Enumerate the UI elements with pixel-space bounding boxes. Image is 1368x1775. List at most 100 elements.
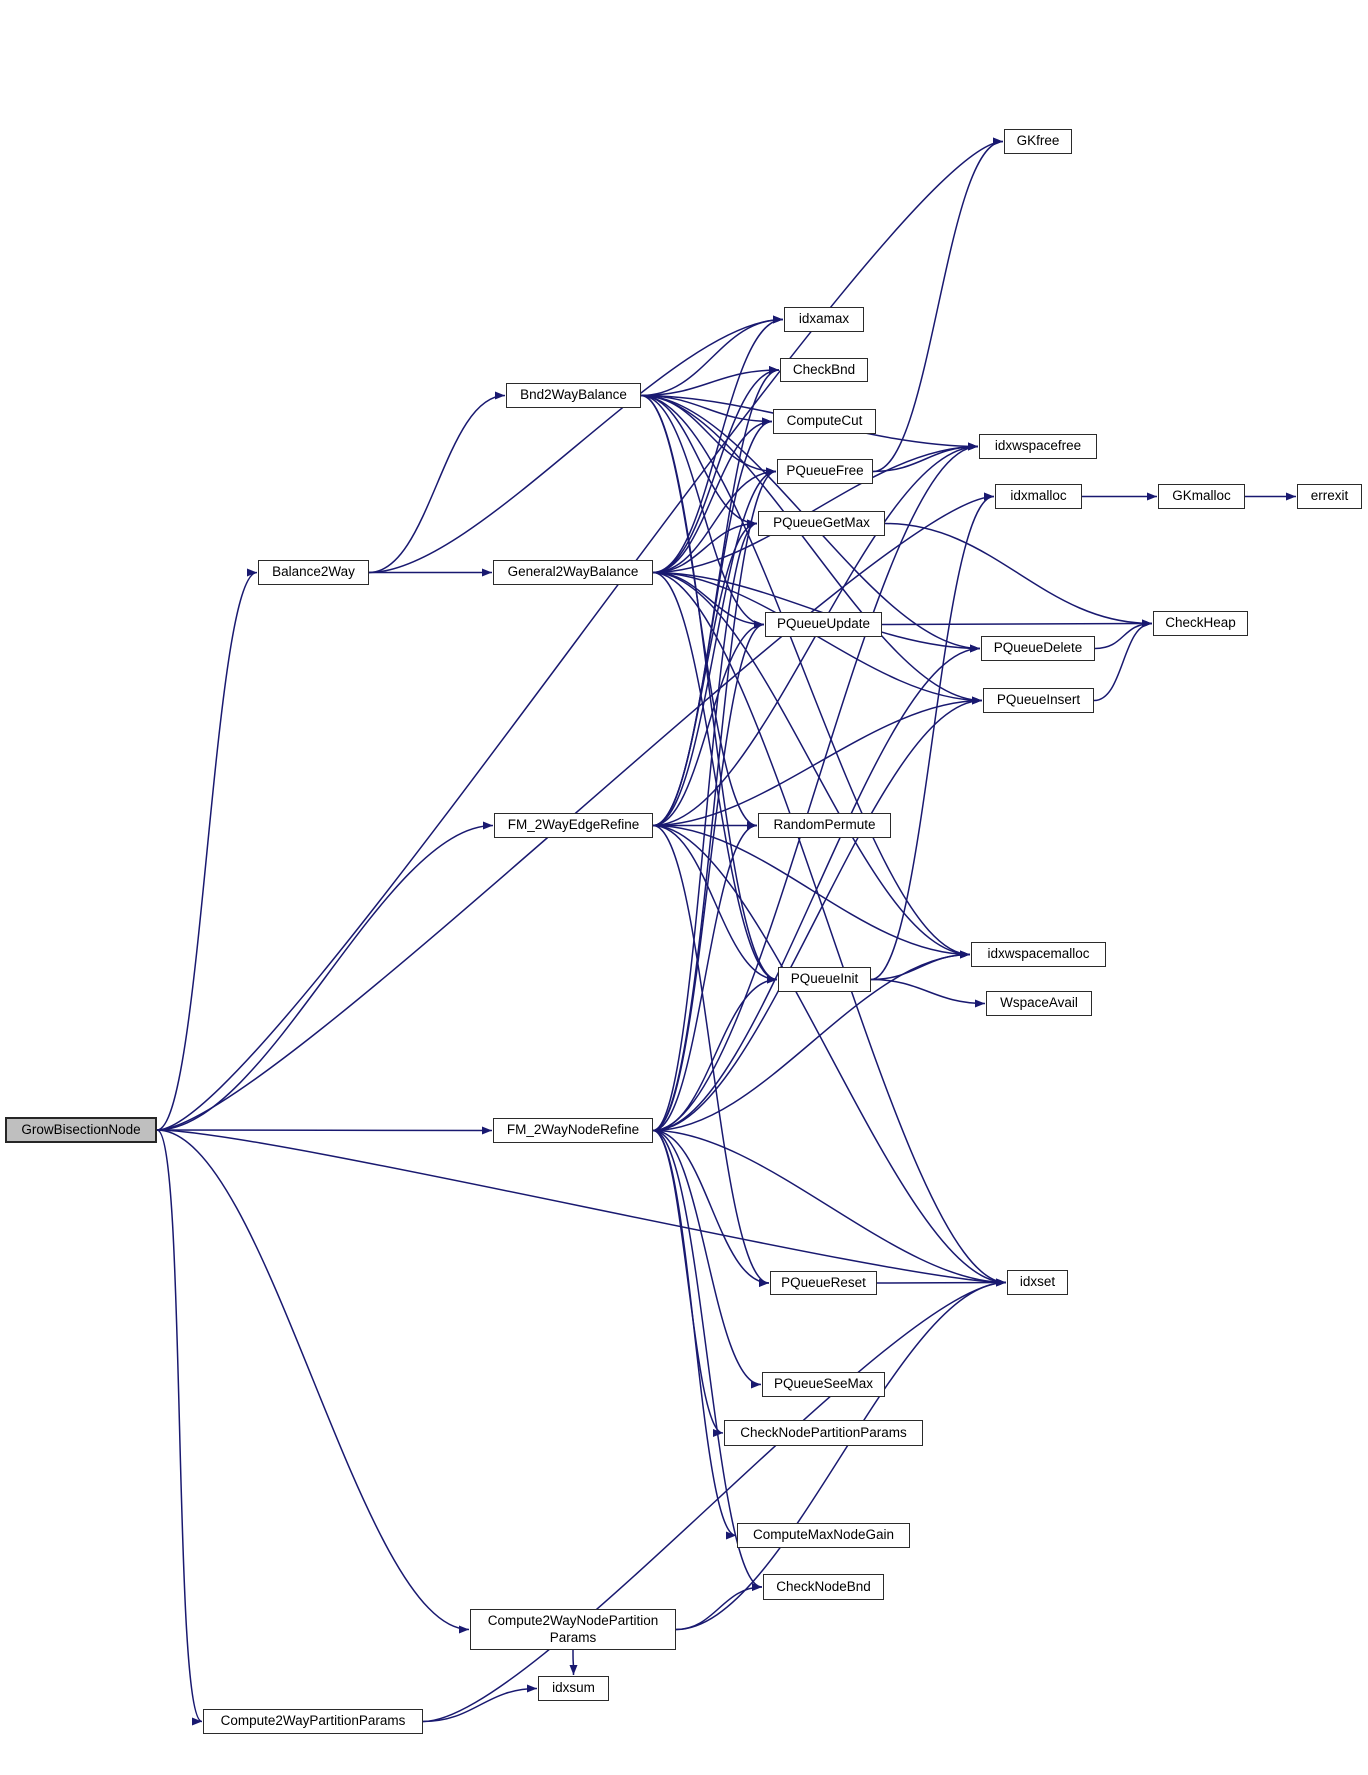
- call-edge-pqfree-to-idxwsfree: [872, 442, 979, 473]
- call-edge-general2way-to-pqupdate: [652, 571, 765, 629]
- graph-node-wspaceavail[interactable]: WspaceAvail: [986, 991, 1092, 1016]
- graph-node-checkheap[interactable]: CheckHeap: [1153, 611, 1248, 636]
- call-edge-general2way-to-pqinit: [652, 571, 778, 984]
- call-edge-grow-to-idxset: [156, 1129, 1007, 1287]
- node-label: idxset: [1019, 1274, 1056, 1290]
- graph-node-checkbnd[interactable]: CheckBnd: [780, 358, 868, 382]
- graph-node-gkfree[interactable]: GKfree: [1004, 129, 1072, 154]
- call-edge-fmedge-to-checkbnd: [652, 366, 780, 827]
- graph-node-fmnode[interactable]: FM_2WayNodeRefine: [493, 1118, 653, 1143]
- call-edge-pqfree-to-gkfree: [872, 137, 1004, 473]
- call-edge-pqgetmax-to-checkheap: [884, 522, 1153, 628]
- node-label: GKmalloc: [1172, 488, 1231, 504]
- node-label: GrowBisectionNode: [21, 1121, 141, 1137]
- call-edge-fmedge-to-pqinsert: [652, 696, 983, 827]
- graph-node-checknodebnd[interactable]: CheckNodeBnd: [763, 1574, 884, 1600]
- call-edge-fmnode-to-pqfree: [652, 467, 777, 1132]
- node-label: CheckNodePartitionParams: [740, 1424, 907, 1440]
- graph-node-c2wpp[interactable]: Compute2WayPartitionParams: [203, 1709, 423, 1734]
- call-edge-fmnode-to-idxwsfree: [652, 442, 979, 1132]
- node-label: Compute2WayPartitionParams: [220, 1713, 406, 1729]
- call-edge-c2wpp-to-idxset: [422, 1278, 1007, 1723]
- call-edge-bnd2way-to-computecut: [640, 394, 773, 426]
- graph-node-pqfree[interactable]: PQueueFree: [777, 459, 873, 484]
- call-edge-bnd2way-to-pqgetmax: [640, 394, 758, 528]
- graph-node-grow[interactable]: GrowBisectionNode: [5, 1117, 157, 1143]
- node-label: errexit: [1310, 488, 1349, 504]
- call-edge-pqinsert-to-checkheap: [1093, 619, 1153, 702]
- graph-node-idxset[interactable]: idxset: [1007, 1270, 1068, 1295]
- graph-node-pqinit[interactable]: PQueueInit: [778, 967, 871, 992]
- node-label: PQueueReset: [781, 1274, 866, 1290]
- graph-node-idxsum[interactable]: idxsum: [538, 1676, 609, 1701]
- call-edge-fmnode-to-pqupdate: [652, 620, 765, 1132]
- call-edge-fmedge-to-pqreset: [652, 824, 770, 1287]
- call-edge-general2way-to-pqgetmax: [652, 519, 758, 574]
- call-edge-fmedge-to-pqgetmax: [652, 519, 758, 827]
- graph-node-gkmalloc[interactable]: GKmalloc: [1158, 484, 1245, 509]
- call-edge-c2wpp-to-idxsum: [422, 1684, 538, 1723]
- graph-node-checknpp[interactable]: CheckNodePartitionParams: [724, 1420, 923, 1446]
- call-edge-fmedge-to-pqupdate: [652, 620, 765, 827]
- call-edge-fmnode-to-pqgetmax: [652, 519, 758, 1132]
- graph-node-pqdelete[interactable]: PQueueDelete: [981, 636, 1095, 661]
- graph-node-idxwsfree[interactable]: idxwspacefree: [979, 434, 1097, 459]
- call-edge-bnd2way-to-pqinsert: [640, 394, 983, 705]
- graph-node-idxamax[interactable]: idxamax: [784, 307, 864, 332]
- call-edge-grow-to-balance2way: [156, 568, 258, 1131]
- call-edge-balance2way-to-bnd2way: [368, 391, 506, 574]
- call-edge-grow-to-c2wpp: [156, 1129, 203, 1726]
- graph-node-pqgetmax[interactable]: PQueueGetMax: [758, 511, 885, 536]
- node-label: CheckHeap: [1165, 615, 1236, 631]
- graph-node-idxwsmalloc[interactable]: idxwspacemalloc: [971, 942, 1106, 967]
- call-edge-pqinit-to-wspaceavail: [870, 978, 986, 1008]
- graph-node-pqupdate[interactable]: PQueueUpdate: [765, 612, 882, 637]
- graph-node-pqinsert[interactable]: PQueueInsert: [983, 688, 1094, 713]
- node-label: PQueueFree: [786, 463, 864, 479]
- call-edge-fmnode-to-idxset: [652, 1129, 1007, 1287]
- call-edge-general2way-to-checkbnd: [652, 366, 780, 574]
- call-edge-pqupdate-to-checkheap: [881, 619, 1153, 628]
- call-edge-grow-to-fmedge: [156, 821, 494, 1131]
- call-edge-fmnode-to-randperm: [652, 821, 758, 1132]
- call-edge-balance2way-to-idxamax: [368, 315, 784, 574]
- call-edge-grow-to-c2wnpp: [156, 1129, 470, 1634]
- call-edge-c2wnpp-to-checknodebnd: [675, 1583, 763, 1631]
- graph-node-pqseemax[interactable]: PQueueSeeMax: [762, 1372, 885, 1397]
- call-edge-bnd2way-to-pqinit: [640, 394, 778, 984]
- node-label: WspaceAvail: [1000, 995, 1078, 1011]
- graph-node-compmaxnodegain[interactable]: ComputeMaxNodeGain: [737, 1523, 910, 1548]
- node-label: PQueueDelete: [993, 640, 1083, 656]
- graph-node-c2wnpp[interactable]: Compute2WayNodePartition Params: [470, 1609, 676, 1650]
- graph-node-idxmalloc[interactable]: idxmalloc: [995, 484, 1082, 509]
- node-label: PQueueUpdate: [776, 616, 871, 632]
- call-edge-bnd2way-to-pqfree: [640, 394, 777, 476]
- node-label: idxmalloc: [1010, 488, 1067, 504]
- node-label: idxamax: [798, 311, 850, 327]
- graph-node-bnd2way[interactable]: Bnd2WayBalance: [506, 383, 641, 408]
- node-label: idxwspacefree: [994, 438, 1082, 454]
- call-edge-fmnode-to-pqinit: [652, 975, 778, 1132]
- node-label: CheckNodeBnd: [776, 1578, 871, 1594]
- call-edge-pqreset-to-idxset: [876, 1278, 1007, 1287]
- call-edge-bnd2way-to-pqupdate: [640, 394, 765, 629]
- graph-node-balance2way[interactable]: Balance2Way: [258, 560, 369, 585]
- call-edge-general2way-to-idxset: [652, 571, 1007, 1287]
- node-label: PQueueInsert: [996, 692, 1081, 708]
- graph-node-errexit[interactable]: errexit: [1297, 484, 1362, 509]
- graph-node-computecut[interactable]: ComputeCut: [773, 409, 876, 434]
- node-label: PQueueSeeMax: [773, 1376, 874, 1392]
- graph-node-pqreset[interactable]: PQueueReset: [770, 1271, 877, 1295]
- graph-node-general2way[interactable]: General2WayBalance: [493, 560, 653, 585]
- call-edge-fmnode-to-pqreset: [652, 1129, 770, 1287]
- graph-node-fmedge[interactable]: FM_2WayEdgeRefine: [494, 813, 653, 838]
- call-edge-fmedge-to-computecut: [652, 417, 773, 827]
- call-edge-fmnode-to-compmaxnodegain: [652, 1129, 737, 1540]
- node-label: GKfree: [1016, 133, 1060, 149]
- call-edge-fmnode-to-pqdelete: [652, 644, 981, 1132]
- call-edge-pqdelete-to-checkheap: [1094, 619, 1153, 650]
- graph-node-randperm[interactable]: RandomPermute: [758, 813, 891, 838]
- call-edge-fmnode-to-pqseemax: [652, 1129, 762, 1389]
